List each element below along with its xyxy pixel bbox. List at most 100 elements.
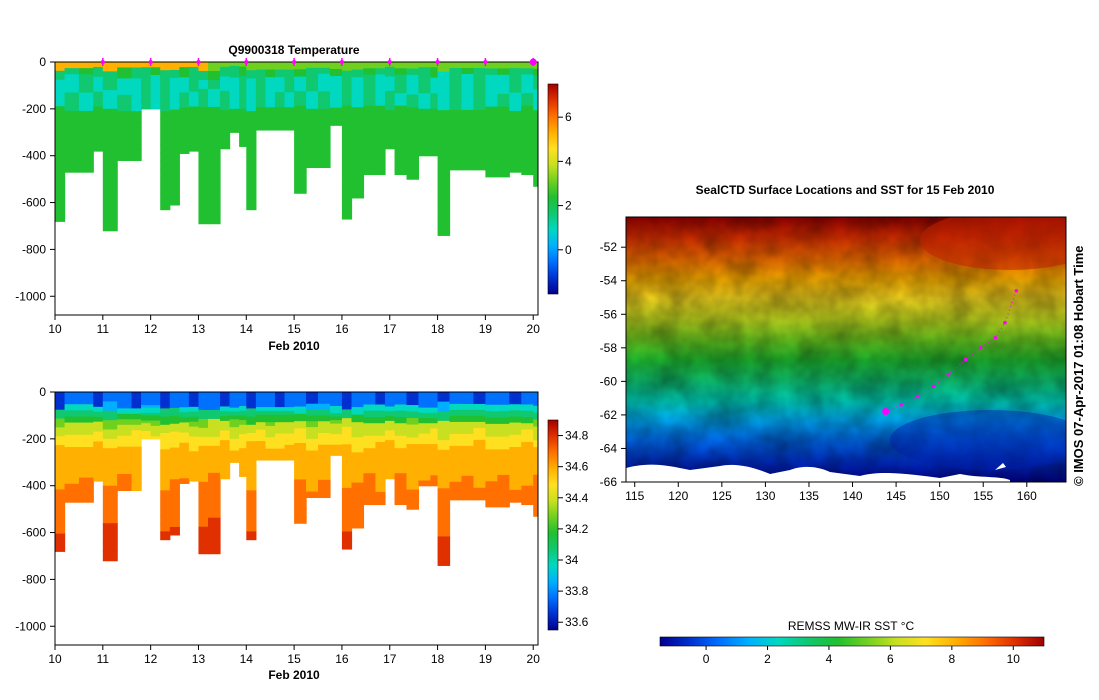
salinity-cell [169,415,180,425]
salinity-cell [64,489,80,497]
salinity-cell [294,421,307,430]
salinity-cell [375,491,386,499]
salinity-cell [117,424,133,431]
salinity-cell [521,435,534,443]
salinity-cell [198,526,209,537]
temperature-cell [255,73,267,78]
temperature-cell [229,73,240,79]
salinity-cell [198,463,209,474]
temperature-cell [219,119,231,126]
salinity-cell [375,454,386,462]
salinity-cell [437,392,451,403]
temperature-cell [485,93,498,101]
salinity-cell [78,477,94,485]
salinity-cell [274,429,286,435]
salinity-cell [179,432,190,439]
salinity-cell [485,494,498,502]
temperature-cell [64,110,80,118]
temperature-title: Q9900318 Temperature [228,43,360,57]
temperature-cell [351,137,365,146]
salinity-cell [141,407,152,411]
salinity-cell [329,434,343,439]
salinity-cell [131,468,142,475]
temperature-cell [294,105,307,114]
temperature-cell [93,101,104,108]
salinity-cell [461,463,475,471]
salinity-cell [533,509,538,517]
salinity-cell [141,431,152,435]
salinity-cell [169,439,180,449]
salinity-cell [255,414,267,420]
temperature-cell [265,122,276,127]
salinity-cell [274,452,286,457]
temperature-cell [208,70,221,81]
temperature-cell [329,83,343,88]
salinity-cb-tick-label: 34 [565,553,579,567]
salinity-cell [473,463,486,471]
salinity-cell [131,473,142,481]
temperature-cell [497,106,510,114]
temperature-cell [117,62,133,69]
temperature-cell [284,84,295,90]
temperature-cell [55,159,66,169]
salinity-cell [64,392,80,399]
temperature-cell [284,107,295,112]
temperature-cell [294,91,307,100]
salinity-cell [521,479,534,487]
salinity-cell [430,433,439,440]
salinity-cell [485,487,498,495]
salinity-cell [485,430,498,438]
temperature-cell [198,106,209,117]
temperature-cell [102,193,118,204]
sst-map-ytick-label: -64 [600,441,618,455]
salinity-cell [306,450,319,458]
salinity-cell [485,500,498,508]
salinity-cell [246,392,257,401]
temperature-cell [239,76,247,82]
temperature-cell [102,155,118,166]
salinity-cell [208,517,221,528]
temperature-cell [384,139,396,145]
temperature-cell [521,118,534,126]
salinity-cell [418,392,432,398]
salinity-cell [461,475,475,483]
temperature-cell [533,124,538,132]
temperature-cell [449,109,463,117]
temperature-cell [131,154,142,161]
temperature-cell [473,97,486,105]
salinity-cell [265,452,276,457]
salinity-cell [418,444,432,450]
temperature-cell [246,102,257,112]
temperature-cell [351,175,365,184]
temperature-cell [198,142,209,153]
temperature-cell [64,153,80,161]
temperature-cell [363,62,377,69]
salinity-cell [318,403,331,411]
salinity-cell [188,401,200,408]
temperature-cell [117,154,133,161]
salinity-cell [239,452,247,459]
salinity-cell [294,486,307,495]
temperature-cell [117,149,133,156]
salinity-cell [64,422,80,430]
salinity-cell [117,468,133,475]
salinity-cell [265,448,276,453]
salinity-cb-tick-label: 33.6 [565,615,589,629]
salinity-cell [329,451,343,456]
salinity-cell [437,497,451,509]
temperature-cell [318,120,331,128]
temperature-cell [509,141,522,149]
temperature-cell [169,181,180,190]
temperature-cell [265,88,276,93]
salinity-cell [219,411,231,417]
temperature-cell [131,62,142,69]
temperature-cell [255,65,267,71]
salinity-cell [406,444,420,452]
salinity-cell [179,452,190,459]
temperature-cell [229,97,240,102]
salinity-cell [497,487,510,495]
temperature-cell [473,121,486,129]
salinity-cell [430,459,439,466]
salinity-cell [219,435,231,441]
salinity-cell [102,438,118,449]
